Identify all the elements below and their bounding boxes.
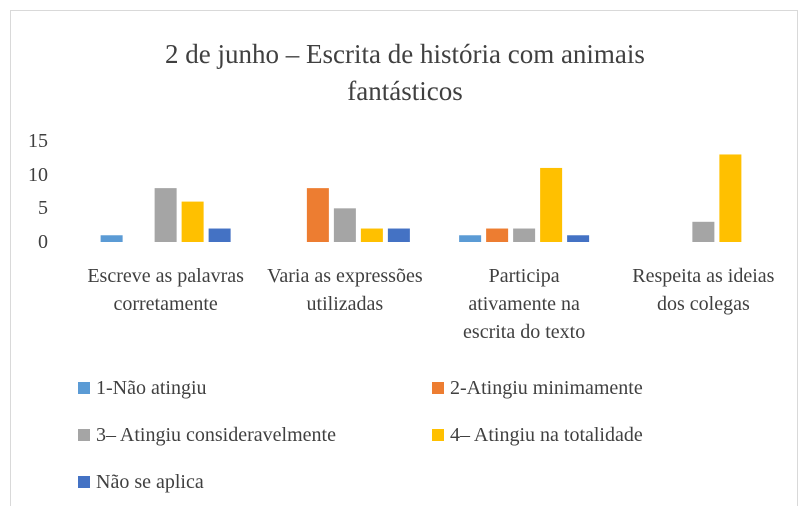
y-tick-label: 15 [28, 130, 48, 152]
bar [154, 188, 177, 242]
x-tick-label: Varia as expressões utilizadas [267, 265, 423, 315]
legend-label: 4– Atingiu na totalidade [450, 424, 643, 446]
bar [181, 201, 204, 242]
legend-swatch [78, 476, 90, 488]
x-tick-label: Escreve as palavras corretamente [87, 265, 244, 315]
legend-entry: 1-Não atingiu [78, 377, 207, 399]
x-tick-label: Respeita as ideias dos colegas [632, 265, 775, 315]
bar [540, 167, 563, 242]
bar [333, 208, 356, 242]
legend-label: Não se aplica [96, 471, 204, 493]
legend-label: 3– Atingiu consideravelmente [96, 424, 336, 446]
legend-label: 2-Atingiu minimamente [450, 377, 643, 399]
bar [486, 228, 509, 242]
bar [459, 235, 482, 242]
bar [360, 228, 383, 242]
chart-title: 2 de junho – Escrita de história com ani… [165, 39, 645, 106]
bar [692, 221, 715, 242]
legend-label: 1-Não atingiu [96, 377, 207, 399]
x-tick-label: Participa ativamente na escrita do texto [463, 265, 586, 343]
bar [208, 228, 231, 242]
legend-entry: 4– Atingiu na totalidade [432, 424, 643, 446]
bar [100, 235, 123, 242]
bar [567, 235, 590, 242]
legend-swatch [78, 429, 90, 441]
legend-swatch [432, 382, 444, 394]
legend-swatch [78, 382, 90, 394]
chart-border [10, 10, 798, 506]
bar [306, 188, 329, 242]
bar [387, 228, 410, 242]
y-tick-label: 0 [38, 231, 48, 253]
y-tick-label: 5 [38, 197, 48, 220]
bar [513, 228, 536, 242]
legend-swatch [432, 429, 444, 441]
bar [719, 154, 742, 242]
legend-entry: Não se aplica [78, 471, 204, 493]
legend-entry: 3– Atingiu consideravelmente [78, 424, 336, 446]
y-tick-label: 10 [28, 163, 48, 186]
legend-entry: 2-Atingiu minimamente [432, 377, 643, 399]
